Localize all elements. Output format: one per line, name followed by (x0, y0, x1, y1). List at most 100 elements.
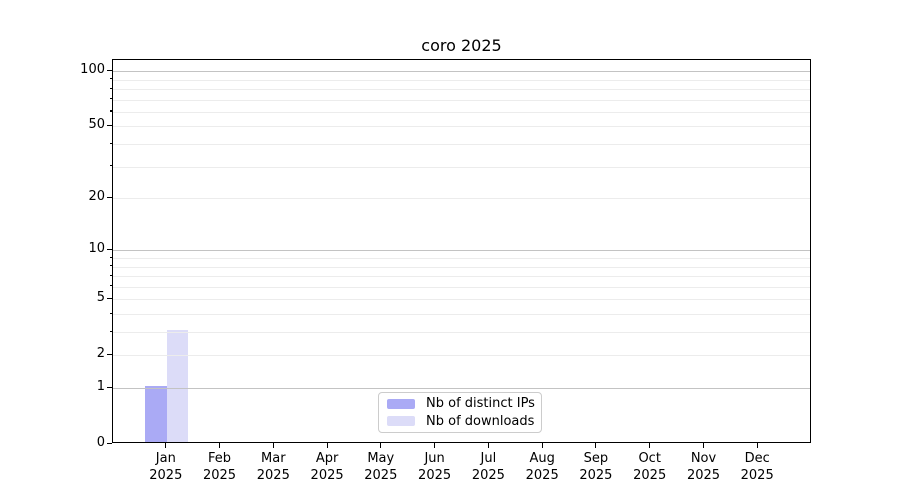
gridline-minor-40 (113, 144, 810, 145)
ytick-mark-minor-70 (109, 98, 112, 100)
legend-swatch-distinct-ips (387, 398, 415, 409)
gridline-minor-3 (113, 332, 810, 333)
xtick-month: Nov (690, 451, 717, 466)
ytick-mark-minor-90 (109, 78, 112, 80)
xtick-mark-dec (756, 443, 758, 448)
ytick-mark-10 (107, 248, 112, 250)
gridline-minor-30 (113, 166, 810, 168)
ytick-mark-2 (107, 353, 112, 355)
legend-label-downloads: Nb of downloads (426, 413, 535, 429)
xtick-label-sep: Sep 2025 (566, 451, 626, 484)
gridline-minor-7 (113, 276, 810, 277)
gridline-minor-2 (113, 355, 810, 357)
xtick-mark-apr (326, 443, 328, 448)
legend-label-distinct-ips: Nb of distinct IPs (426, 396, 535, 412)
xtick-label-dec: Dec 2025 (727, 451, 787, 484)
xtick-label-mar: Mar 2025 (243, 451, 303, 484)
xtick-month: Jul (480, 451, 497, 466)
xtick-month: Aug (529, 451, 555, 466)
ytick-label-1: 1 (96, 379, 105, 394)
xtick-year: 2025 (633, 467, 667, 483)
ytick-mark-minor-3 (109, 330, 112, 332)
xtick-year: 2025 (686, 467, 721, 483)
xtick-year: 2025 (740, 467, 774, 483)
ytick-label-50: 50 (88, 117, 105, 133)
xtick-year: 2025 (364, 467, 398, 483)
legend-item-downloads: Nb of downloads (387, 413, 535, 430)
gridline-major-100 (113, 70, 810, 72)
xtick-label-aug: Aug 2025 (512, 451, 572, 484)
ytick-label-0: 0 (96, 435, 105, 450)
xtick-label-oct: Oct 2025 (620, 451, 680, 484)
xtick-year: 2025 (310, 467, 344, 483)
xtick-mark-mar (272, 443, 274, 448)
bar-jan-series1 (166, 330, 189, 442)
xtick-month: Mar (261, 451, 286, 466)
ytick-mark-20 (107, 196, 112, 198)
xtick-year: 2025 (149, 467, 183, 483)
ytick-mark-50 (107, 124, 112, 127)
xtick-mark-jul (487, 443, 489, 448)
ytick-mark-0 (107, 442, 112, 444)
xtick-month: Dec (744, 451, 770, 466)
ytick-mark-minor-80 (109, 87, 112, 89)
xtick-label-jan: Jan 2025 (136, 451, 196, 484)
xtick-year: 2025 (418, 467, 452, 483)
xtick-mark-aug (541, 443, 543, 448)
xtick-label-apr: Apr 2025 (297, 451, 357, 484)
ytick-mark-minor-40 (109, 142, 112, 144)
xtick-month: Feb (207, 451, 232, 466)
gridline-minor-50 (113, 126, 810, 128)
xtick-mark-jun (434, 443, 436, 448)
xtick-month: Jun (424, 451, 445, 466)
ytick-label-5: 5 (96, 290, 105, 306)
ytick-mark-minor-9 (109, 256, 112, 258)
ytick-label-10: 10 (88, 241, 105, 257)
ytick-mark-minor-60 (109, 110, 112, 112)
gridline-minor-90 (113, 79, 810, 81)
xtick-month: Oct (638, 451, 661, 466)
xtick-year: 2025 (525, 467, 559, 483)
chart-title: coro 2025 (421, 36, 502, 55)
ytick-mark-minor-6 (109, 285, 112, 287)
xtick-mark-oct (649, 443, 651, 448)
legend-swatch-downloads (387, 416, 415, 427)
xtick-label-feb: Feb 2025 (190, 451, 250, 484)
ytick-mark-minor-8 (109, 265, 112, 267)
gridline-minor-8 (113, 266, 810, 268)
xtick-label-may: May 2025 (351, 451, 411, 484)
xtick-month: Sep (583, 451, 609, 466)
plot-area (112, 59, 811, 443)
bar-jan-series0 (145, 386, 167, 442)
ytick-mark-5 (107, 297, 112, 299)
legend: Nb of distinct IPs Nb of downloads (378, 392, 542, 433)
xtick-label-nov: Nov 2025 (674, 451, 734, 484)
xtick-mark-nov (702, 443, 705, 448)
gridline-minor-60 (113, 111, 810, 113)
xtick-mark-feb (218, 443, 221, 448)
ytick-mark-minor-4 (109, 312, 112, 314)
gridline-major-1 (113, 387, 810, 389)
xtick-year: 2025 (471, 467, 505, 483)
xtick-month: Jan (155, 451, 176, 466)
gridline-minor-80 (113, 89, 810, 90)
xtick-year: 2025 (579, 467, 613, 483)
ytick-mark-1 (107, 386, 112, 388)
gridline-minor-6 (113, 286, 810, 288)
xtick-month: May (367, 451, 395, 466)
xtick-label-jul: Jul 2025 (458, 451, 518, 484)
ytick-mark-minor-7 (109, 274, 112, 276)
ytick-label-100: 100 (80, 62, 105, 78)
xtick-label-jun: Jun 2025 (405, 451, 465, 484)
gridline-minor-70 (113, 99, 810, 101)
gridline-minor-4 (113, 314, 810, 315)
xtick-mark-may (380, 443, 382, 448)
gridline-minor-5 (113, 299, 810, 301)
gridline-minor-20 (113, 198, 810, 200)
ytick-mark-minor-30 (109, 165, 112, 167)
xtick-mark-jan (165, 443, 167, 448)
xtick-year: 2025 (256, 467, 290, 483)
legend-item-distinct-ips: Nb of distinct IPs (387, 396, 535, 412)
xtick-mark-sep (595, 443, 597, 448)
